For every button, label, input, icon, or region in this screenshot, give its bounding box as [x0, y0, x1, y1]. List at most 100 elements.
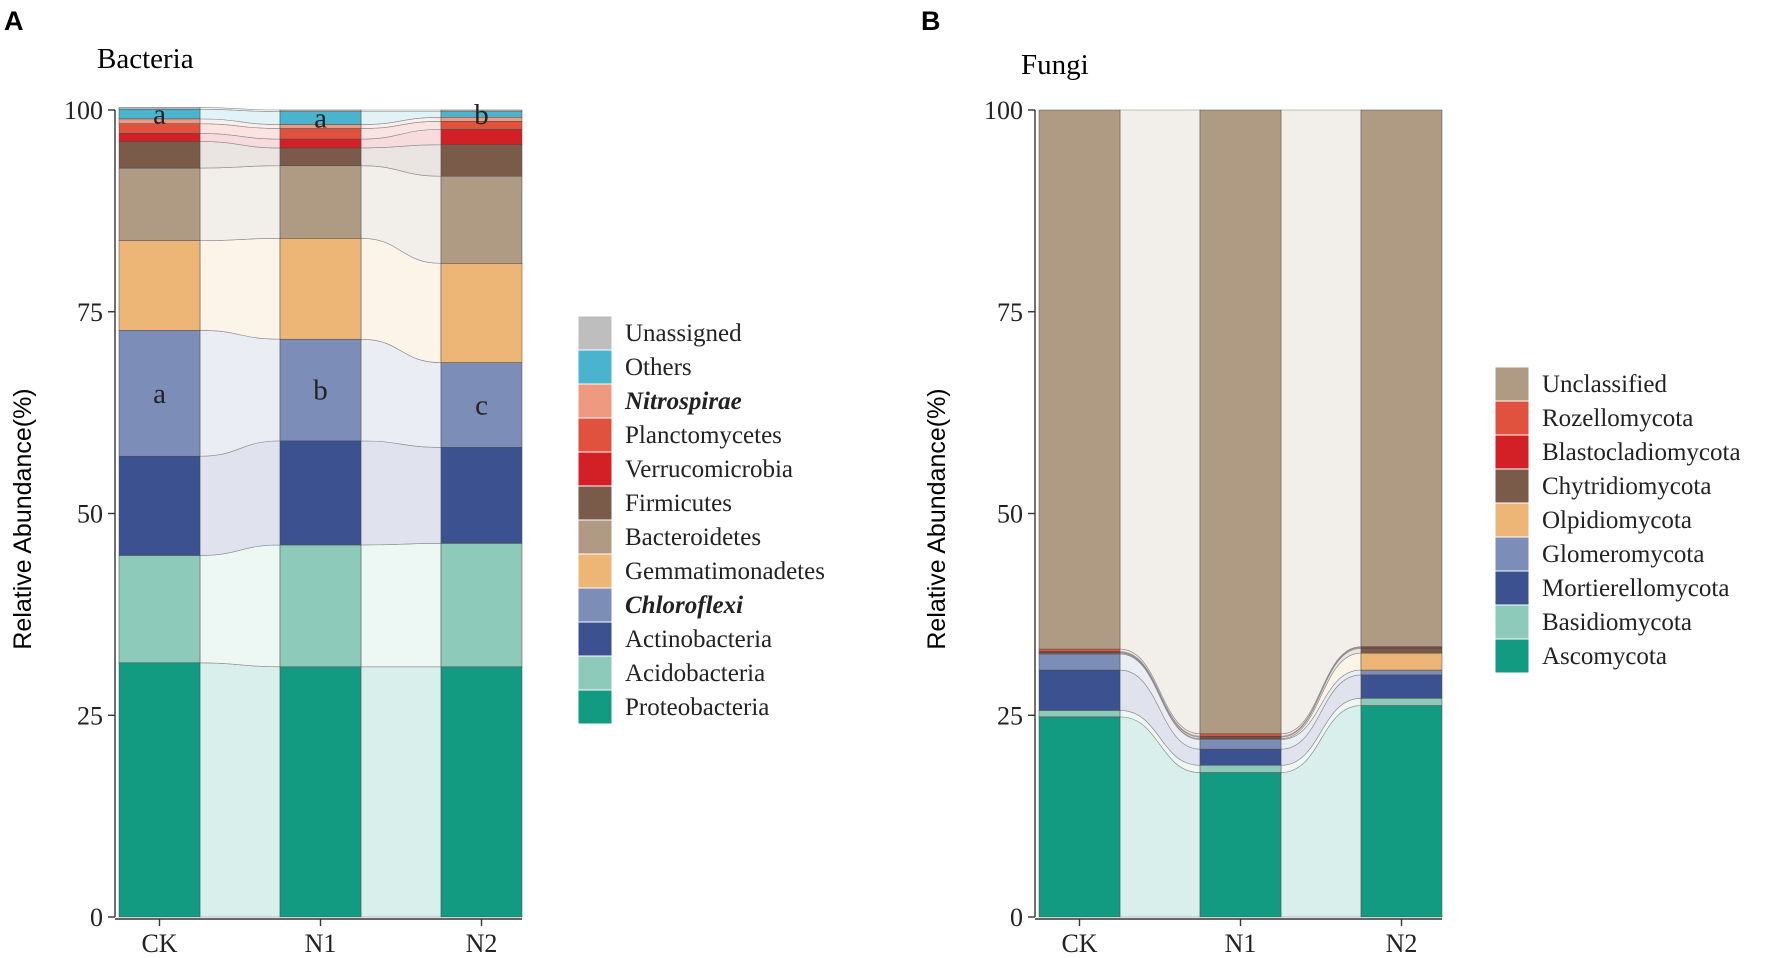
bar-unassigned-ck: [118, 107, 201, 110]
legend-label: Glomeromycota: [1542, 541, 1704, 568]
bar-mortierellomycota-ck: [1038, 669, 1121, 711]
legend-swatch: [1494, 536, 1530, 572]
legend-label: Chytridiomycota: [1542, 473, 1711, 500]
legend-swatch: [1494, 570, 1530, 606]
chart-title: Fungi: [1021, 49, 1089, 81]
bar-verrucomicrobia-ck: [118, 133, 201, 142]
legend-swatch: [577, 315, 613, 351]
significance-letter: a: [153, 99, 166, 131]
legend-item-firmicutes: Firmicutes: [577, 485, 732, 521]
legend-item-glomeromycota: Glomeromycota: [1494, 536, 1704, 572]
legend-item-planctomycetes: Planctomycetes: [577, 417, 782, 453]
bar-unclassified-n1: [1199, 109, 1282, 735]
legend-swatch: [577, 383, 613, 419]
flow-proteobacteria-1: [199, 662, 281, 918]
y-tick-label: 0: [90, 903, 103, 932]
legend-swatch: [1494, 434, 1530, 470]
significance-letter: b: [474, 99, 489, 131]
legend-item-chloroflexi: Chloroflexi: [577, 587, 743, 623]
x-tick-label: CK: [141, 929, 177, 958]
y-axis: 0 25 50 75 100: [64, 96, 116, 932]
panel-fungi: B Fungi Relative Abundance(%) 0 25 50 75 100…: [921, 6, 1741, 958]
bar-basidiomycota-n1: [1199, 765, 1282, 773]
y-tick-label: 100: [984, 96, 1023, 125]
legend-item-acidobacteria: Acidobacteria: [577, 655, 765, 691]
bar-firmicutes-ck: [118, 141, 201, 169]
legend-swatch: [1494, 366, 1530, 402]
bar-proteobacteria-n1: [279, 666, 362, 918]
legend-swatch: [577, 655, 613, 691]
legend-item-unassigned: Unassigned: [577, 315, 742, 351]
legend-swatch: [577, 621, 613, 657]
legend-swatch: [577, 519, 613, 555]
legend-label: Verrucomicrobia: [625, 456, 793, 483]
legend: Unclassified Rozellomycota Blastocladiomyc…: [1494, 366, 1741, 674]
legend-swatch: [1494, 638, 1530, 674]
bar-ascomycota-n1: [1199, 772, 1282, 918]
legend-label: Chloroflexi: [625, 592, 743, 619]
legend-label: Basidiomycota: [1542, 609, 1692, 636]
bar-layer: [1038, 109, 1443, 918]
legend-item-gemmatimonadetes: Gemmatimonadetes: [577, 553, 825, 589]
legend-label: Ascomycota: [1542, 643, 1667, 670]
bar-gemmatimonadetes-n2: [440, 263, 523, 363]
legend-item-ascomycota: Ascomycota: [1494, 638, 1667, 674]
bar-bacteroidetes-ck: [118, 167, 201, 241]
legend-label: Olpidiomycota: [1542, 507, 1692, 534]
flow-chloroflexi-1: [199, 330, 281, 457]
significance-letter: a: [314, 103, 327, 135]
y-tick-label: 75: [997, 298, 1023, 327]
legend-swatch: [577, 587, 613, 623]
legend-label: Others: [625, 354, 692, 381]
x-axis: CK N1 N2: [115, 918, 522, 958]
bar-actinobacteria-n2: [440, 447, 523, 544]
bar-firmicutes-n2: [440, 144, 523, 177]
bar-glomeromycota-ck: [1038, 653, 1121, 671]
bar-bacteroidetes-n1: [279, 165, 362, 239]
bar-mortierellomycota-n1: [1199, 748, 1282, 766]
flow-unassigned-2: [360, 109, 442, 112]
legend-label: Planctomycetes: [625, 422, 782, 449]
bar-layer: [118, 107, 523, 918]
y-tick-label: 25: [997, 701, 1023, 730]
bar-acidobacteria-n2: [440, 543, 523, 668]
bar-basidiomycota-ck: [1038, 710, 1121, 718]
bar-ascomycota-ck: [1038, 716, 1121, 918]
x-tick-label: N2: [1386, 929, 1418, 958]
bar-olpidiomycota-n2: [1360, 652, 1443, 671]
legend-swatch: [577, 485, 613, 521]
legend-swatch: [1494, 502, 1530, 538]
legend-swatch: [577, 451, 613, 487]
bar-verrucomicrobia-n1: [279, 138, 362, 149]
bar-rozellomycota-ck: [1038, 648, 1121, 652]
bar-proteobacteria-n2: [440, 666, 523, 918]
bar-glomeromycota-n2: [1360, 669, 1443, 676]
flow-layer: [199, 107, 442, 918]
bar-chytridiomycota-n2: [1360, 648, 1443, 654]
legend-label: Blastocladiomycota: [1542, 439, 1741, 466]
y-tick-label: 100: [64, 96, 103, 125]
bar-unassigned-n2: [440, 109, 523, 112]
legend-label: Unassigned: [625, 320, 742, 347]
legend-item-proteobacteria: Proteobacteria: [577, 689, 769, 725]
bar-firmicutes-n1: [279, 147, 362, 166]
y-tick-label: 75: [77, 298, 103, 327]
legend-item-verrucomicrobia: Verrucomicrobia: [577, 451, 793, 487]
flow-actinobacteria-2: [360, 440, 442, 546]
legend-item-blastocladiomycota: Blastocladiomycota: [1494, 434, 1741, 470]
x-tick-label: CK: [1061, 929, 1097, 958]
legend-item-unclassified: Unclassified: [1494, 366, 1667, 402]
legend-label: Acidobacteria: [625, 660, 765, 687]
bar-chloroflexi-n2: [440, 362, 523, 448]
legend-swatch: [577, 689, 613, 725]
bar-unclassified-ck: [1038, 109, 1121, 650]
legend-item-mortierellomycota: Mortierellomycota: [1494, 570, 1729, 606]
legend-item-nitrospirae: Nitrospirae: [577, 383, 742, 419]
legend-label: Mortierellomycota: [1542, 575, 1729, 602]
legend-swatch: [1494, 468, 1530, 504]
chart-title: Bacteria: [97, 43, 194, 75]
panel-label: B: [921, 6, 941, 36]
legend-swatch: [577, 417, 613, 453]
bar-verrucomicrobia-n2: [440, 129, 523, 145]
flow-gemmatimonadetes-1: [199, 238, 281, 340]
